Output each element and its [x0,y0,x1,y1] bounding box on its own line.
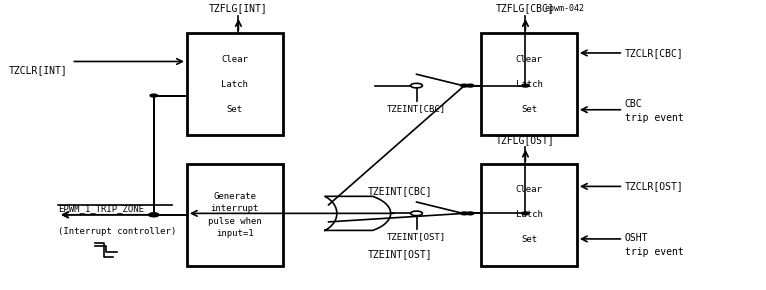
Text: CBC: CBC [625,99,643,109]
Text: Clear

Latch

Set: Clear Latch Set [516,185,542,244]
Text: TZFLG[CBC]: TZFLG[CBC] [496,3,555,13]
Text: TZCLR[CBC]: TZCLR[CBC] [625,48,683,58]
Text: epwm-042: epwm-042 [545,4,584,13]
Text: TZCLR[OST]: TZCLR[OST] [625,182,683,191]
Text: TZEINT[CBC]: TZEINT[CBC] [387,104,446,113]
Text: OSHT: OSHT [625,233,648,242]
Text: TZEINT[OST]: TZEINT[OST] [387,232,446,241]
Circle shape [150,94,158,97]
Circle shape [460,212,468,215]
FancyBboxPatch shape [187,33,283,135]
Circle shape [466,84,474,87]
Circle shape [522,212,529,215]
Circle shape [466,212,474,215]
FancyBboxPatch shape [481,164,577,266]
Circle shape [522,84,529,87]
Text: TZFLG[OST]: TZFLG[OST] [496,135,555,145]
Text: (Interrupt controller): (Interrupt controller) [58,227,176,236]
Text: Clear

Latch

Set: Clear Latch Set [221,55,248,114]
FancyBboxPatch shape [187,164,283,266]
FancyBboxPatch shape [481,33,577,135]
Text: Generate
interrupt
pulse when
input=1: Generate interrupt pulse when input=1 [208,191,262,238]
Text: TZEINT[CBC]: TZEINT[CBC] [368,186,433,196]
Circle shape [460,84,468,87]
Circle shape [149,213,159,217]
Text: trip event: trip event [625,113,683,123]
Text: TZCLR[INT]: TZCLR[INT] [9,65,67,75]
Text: TZEINT[OST]: TZEINT[OST] [368,249,433,259]
Text: TZFLG[INT]: TZFLG[INT] [209,3,268,13]
Circle shape [411,211,422,216]
Polygon shape [325,196,391,231]
Circle shape [411,83,422,88]
Text: trip event: trip event [625,247,683,257]
Text: Clear

Latch

Set: Clear Latch Set [516,55,542,114]
Text: EPWM_1_TRIP_ZONE: EPWM_1_TRIP_ZONE [58,205,144,214]
